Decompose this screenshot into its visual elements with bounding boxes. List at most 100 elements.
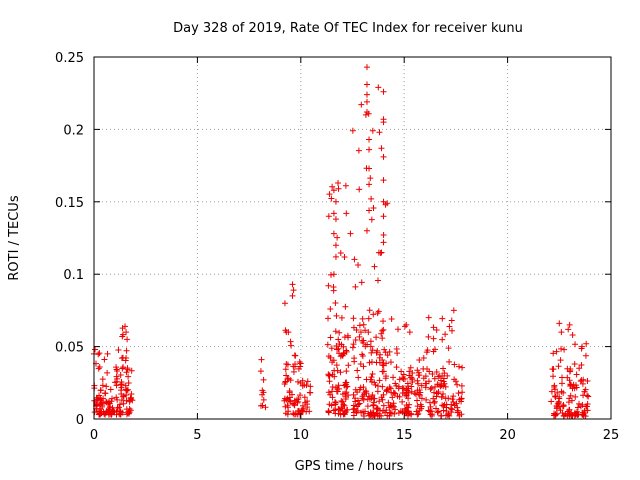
- data-point: [350, 406, 357, 413]
- data-point: [571, 360, 578, 367]
- data-point: [414, 377, 421, 384]
- data-point: [561, 413, 568, 420]
- data-point: [281, 397, 288, 404]
- data-point: [289, 292, 296, 299]
- data-point: [295, 365, 302, 372]
- data-point: [444, 372, 451, 379]
- data-point: [258, 402, 265, 409]
- data-point: [325, 213, 332, 220]
- data-point: [584, 378, 591, 385]
- data-point: [559, 374, 566, 381]
- data-point: [371, 379, 378, 386]
- data-point: [123, 329, 130, 336]
- data-point: [363, 388, 370, 395]
- data-point: [379, 407, 386, 414]
- data-point: [441, 401, 448, 408]
- data-point: [430, 324, 437, 331]
- data-point: [374, 310, 381, 317]
- data-point: [451, 361, 458, 368]
- data-point: [351, 405, 358, 412]
- data-point: [357, 384, 364, 391]
- data-point: [399, 398, 406, 405]
- data-point: [567, 392, 574, 399]
- data-point: [108, 410, 115, 417]
- data-point: [583, 340, 590, 347]
- data-point: [390, 400, 397, 407]
- data-point: [371, 263, 378, 270]
- data-point: [128, 367, 135, 374]
- data-point: [579, 343, 586, 350]
- data-point: [281, 300, 288, 307]
- data-point: [113, 382, 120, 389]
- data-point: [349, 344, 356, 351]
- x-tick-label: 5: [193, 428, 201, 443]
- data-point: [119, 333, 126, 340]
- data-point: [363, 64, 370, 71]
- data-point: [365, 315, 372, 322]
- data-point: [120, 364, 127, 371]
- data-point: [383, 360, 390, 367]
- data-point: [388, 403, 395, 410]
- data-point: [569, 332, 576, 339]
- data-point: [415, 369, 422, 376]
- data-point: [376, 377, 383, 384]
- data-point: [341, 382, 348, 389]
- data-point: [116, 401, 123, 408]
- data-point: [124, 365, 131, 372]
- data-point: [102, 390, 109, 397]
- data-point: [343, 389, 350, 396]
- grid-layer: [94, 57, 611, 419]
- data-point: [282, 378, 289, 385]
- data-point: [287, 398, 294, 405]
- data-point: [328, 195, 335, 202]
- data-point: [325, 408, 332, 415]
- data-point: [446, 323, 453, 330]
- data-point: [304, 404, 311, 411]
- y-tick-label: 0: [76, 413, 84, 428]
- data-point: [125, 380, 132, 387]
- data-point: [578, 377, 585, 384]
- data-point: [558, 345, 565, 352]
- data-point: [435, 389, 442, 396]
- data-point: [339, 408, 346, 415]
- data-point: [126, 398, 133, 405]
- data-point: [294, 378, 301, 385]
- data-point: [556, 320, 563, 327]
- data-point: [369, 371, 376, 378]
- data-point: [440, 407, 447, 414]
- data-point: [553, 410, 560, 417]
- data-point: [386, 348, 393, 355]
- data-point: [332, 216, 339, 223]
- data-point: [103, 383, 110, 390]
- data-point: [418, 395, 425, 402]
- data-point: [339, 352, 346, 359]
- data-point: [123, 355, 130, 362]
- data-point: [555, 400, 562, 407]
- data-point: [380, 326, 387, 333]
- data-point: [450, 307, 457, 314]
- data-point: [388, 315, 395, 322]
- data-point: [403, 321, 410, 328]
- data-point: [455, 390, 462, 397]
- data-point: [101, 356, 108, 363]
- data-point: [380, 368, 387, 375]
- x-tick-label: 20: [499, 428, 516, 443]
- data-point: [115, 347, 122, 354]
- data-point: [362, 408, 369, 415]
- data-point: [357, 361, 364, 368]
- data-point: [122, 386, 129, 393]
- data-point: [325, 282, 332, 289]
- data-point: [301, 394, 308, 401]
- data-point: [459, 389, 466, 396]
- data-point: [584, 407, 591, 414]
- data-point: [582, 352, 589, 359]
- data-point: [356, 400, 363, 407]
- data-point: [332, 328, 339, 335]
- data-point: [394, 326, 401, 333]
- data-point: [439, 372, 446, 379]
- data-point: [379, 396, 386, 403]
- data-point: [378, 412, 385, 419]
- data-point: [328, 345, 335, 352]
- data-point: [373, 410, 380, 417]
